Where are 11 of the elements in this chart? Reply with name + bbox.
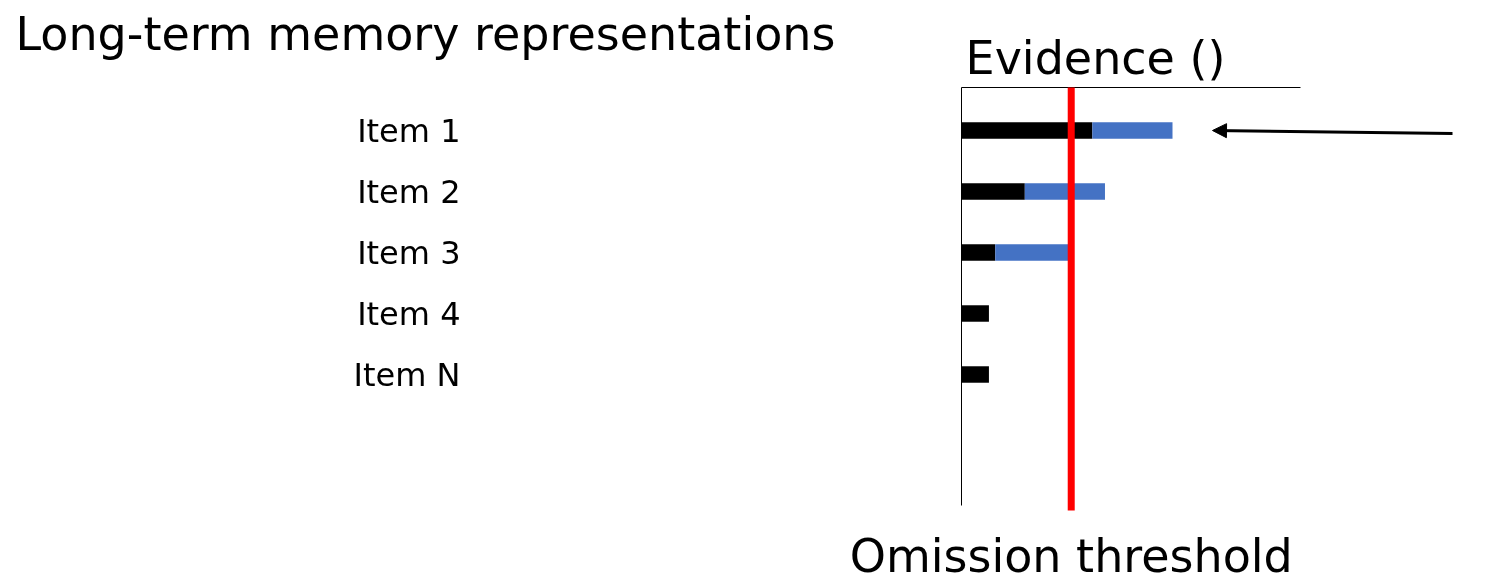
text: Long-term memory representations: [15, 6, 836, 61]
ref-line-label: Omission threshold: [849, 528, 1293, 580]
y-tick-label: Item 2: [357, 172, 461, 211]
y-tick-label: Item 4: [357, 294, 461, 333]
bar: [995, 244, 1070, 261]
y-tick-label: Item 1: [357, 111, 461, 150]
bar: [1024, 183, 1105, 200]
y-tick-label: Item 3: [357, 233, 461, 272]
bar: [1092, 122, 1173, 139]
y-tick-label: Item N: [353, 355, 461, 394]
x-axis-title: Evidence (): [965, 30, 1226, 85]
